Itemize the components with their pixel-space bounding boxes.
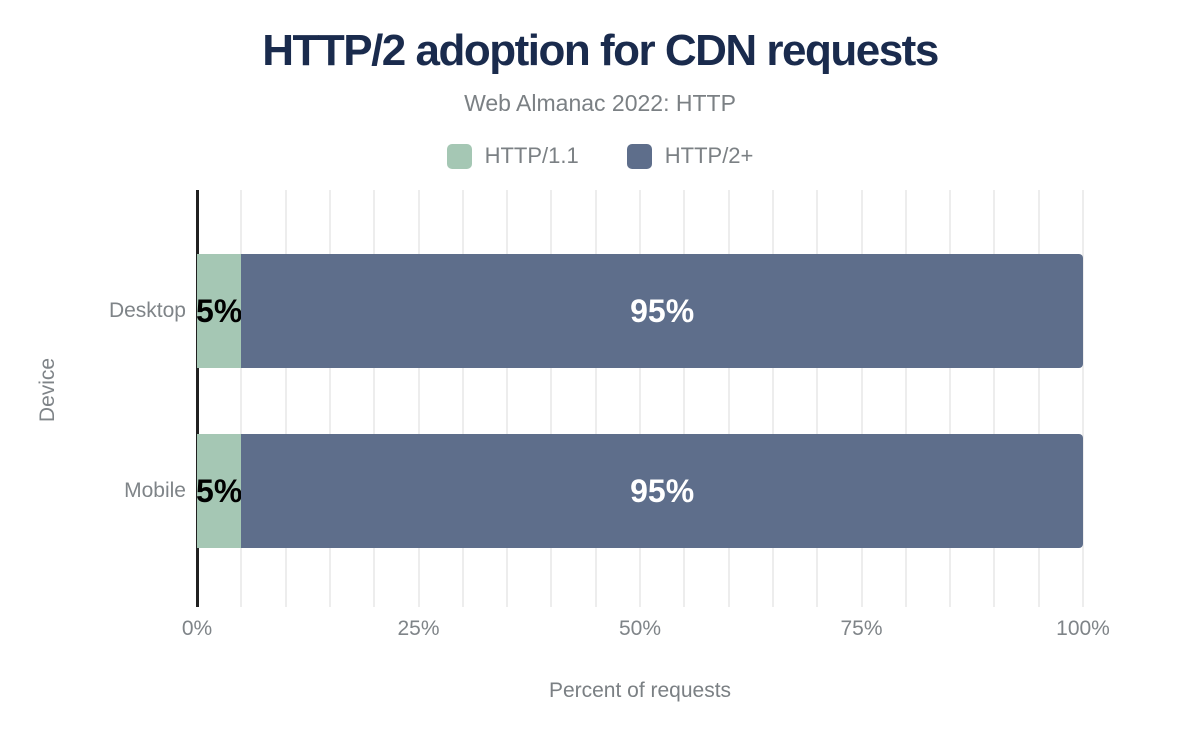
x-axis-ticks: 0% 25% 50% 75% 100% — [182, 617, 1110, 641]
y-axis-title: Device — [36, 357, 59, 423]
bar-mobile: 5% 95% — [196, 434, 1083, 548]
bar-segment-desktop-http-1-1[interactable]: 5% — [196, 254, 243, 368]
gridline-90 — [993, 190, 996, 607]
bar-value-label: 95% — [630, 472, 695, 509]
gridline-75 — [860, 190, 863, 607]
legend-item-http2-plus[interactable]: HTTP/2+ — [626, 143, 754, 169]
bar-desktop: 5% 95% — [196, 254, 1083, 368]
gridline-5 — [240, 190, 243, 607]
x-axis-title: Percent of requests — [548, 679, 732, 702]
gridline-60 — [727, 190, 730, 607]
x-tick-50: 50% — [618, 617, 662, 640]
gridline-65 — [771, 190, 774, 607]
legend: HTTP/1.1 HTTP/2+ — [0, 143, 1200, 169]
x-tick-25: 25% — [397, 617, 440, 640]
y-axis-line — [196, 190, 199, 607]
gridline-95 — [1037, 190, 1040, 607]
bar-value-label: 5% — [196, 292, 243, 329]
x-tick-75: 75% — [840, 617, 883, 640]
bar-segment-mobile-http-2-[interactable]: 95% — [241, 434, 1083, 548]
chart-title: HTTP/2 adoption for CDN requests — [262, 26, 939, 75]
gridline-100 — [1082, 190, 1084, 607]
gridline-15 — [328, 190, 331, 607]
gridline-10 — [284, 190, 287, 607]
gridline-50 — [639, 190, 641, 607]
bar-value-label: 5% — [196, 472, 243, 509]
gridline-30 — [461, 190, 464, 607]
bar-segment-mobile-http-1-1[interactable]: 5% — [196, 434, 243, 548]
legend-swatch-http2-plus — [626, 143, 652, 169]
plot-area: 5% 95% 5% 95% Desktop Mobile — [109, 190, 1084, 607]
legend-swatch-http1-1 — [446, 143, 472, 169]
chart-subtitle: Web Almanac 2022: HTTP — [464, 90, 736, 116]
gridline-80 — [904, 190, 907, 607]
category-label-desktop: Desktop — [108, 299, 186, 322]
gridline-40 — [550, 190, 553, 607]
x-tick-100: 100% — [1056, 617, 1110, 640]
legend-item-http1-1[interactable]: HTTP/1.1 — [446, 143, 579, 169]
bar-value-label: 95% — [630, 292, 695, 329]
category-label-mobile: Mobile — [124, 479, 186, 502]
gridline-25 — [417, 190, 420, 607]
gridline-20 — [373, 190, 376, 607]
x-tick-0: 0% — [181, 617, 213, 640]
gridline-55 — [683, 190, 686, 607]
legend-label-http1-1: HTTP/1.1 — [484, 143, 579, 168]
legend-label-http2-plus: HTTP/2+ — [664, 143, 754, 168]
gridline-85 — [949, 190, 952, 607]
gridline-70 — [816, 190, 819, 607]
gridline-45 — [594, 190, 597, 607]
gridline-35 — [506, 190, 509, 607]
bar-segment-desktop-http-2-[interactable]: 95% — [241, 254, 1083, 368]
